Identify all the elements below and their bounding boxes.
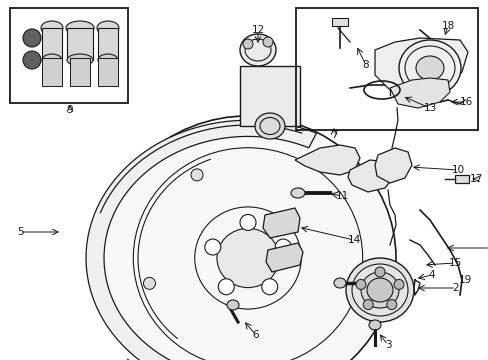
Text: 6: 6: [252, 330, 259, 340]
Ellipse shape: [360, 272, 398, 308]
Circle shape: [143, 277, 155, 289]
Bar: [331, 18, 347, 26]
Text: 9: 9: [66, 105, 73, 115]
Text: 16: 16: [458, 97, 472, 107]
Text: 7: 7: [330, 130, 337, 140]
Ellipse shape: [290, 188, 305, 198]
Ellipse shape: [415, 56, 443, 80]
Text: 4: 4: [428, 270, 434, 280]
Circle shape: [261, 279, 277, 295]
Ellipse shape: [97, 21, 119, 35]
Text: 19: 19: [457, 275, 470, 285]
Bar: [67, 28, 93, 60]
Bar: [240, 66, 299, 126]
Ellipse shape: [98, 54, 118, 66]
Text: 1: 1: [486, 243, 488, 253]
Bar: [10, 8, 128, 103]
Circle shape: [275, 239, 290, 255]
Ellipse shape: [41, 21, 63, 35]
Ellipse shape: [67, 54, 93, 66]
Circle shape: [363, 300, 372, 310]
Text: 11: 11: [335, 191, 348, 201]
Polygon shape: [86, 120, 316, 360]
Circle shape: [23, 29, 41, 47]
Ellipse shape: [254, 113, 285, 139]
Polygon shape: [389, 78, 449, 108]
Bar: [98, 28, 118, 60]
Bar: [42, 28, 62, 60]
Circle shape: [243, 39, 252, 49]
Ellipse shape: [366, 278, 392, 302]
Circle shape: [393, 279, 403, 289]
Bar: [419, 87, 433, 97]
Ellipse shape: [346, 258, 413, 322]
Bar: [454, 175, 468, 183]
Bar: [98, 58, 118, 86]
Text: 12: 12: [251, 25, 264, 35]
Polygon shape: [263, 208, 299, 238]
Ellipse shape: [398, 40, 460, 96]
Bar: [42, 58, 62, 86]
Polygon shape: [347, 160, 394, 192]
Text: 2: 2: [452, 283, 458, 293]
Ellipse shape: [434, 51, 444, 59]
Text: 18: 18: [441, 21, 454, 31]
Text: 10: 10: [450, 165, 464, 175]
Text: 15: 15: [447, 258, 461, 268]
Text: 13: 13: [423, 103, 436, 113]
Circle shape: [218, 279, 234, 295]
Text: 3: 3: [384, 340, 390, 350]
Circle shape: [23, 51, 41, 69]
Circle shape: [263, 37, 272, 47]
Text: 8: 8: [362, 60, 368, 70]
Circle shape: [191, 169, 203, 181]
Circle shape: [374, 267, 384, 277]
Bar: [295, 8, 477, 130]
Ellipse shape: [217, 228, 279, 288]
Ellipse shape: [66, 21, 94, 35]
Text: 5: 5: [17, 227, 23, 237]
Ellipse shape: [333, 278, 346, 288]
Circle shape: [204, 239, 221, 255]
Ellipse shape: [42, 54, 62, 66]
Polygon shape: [265, 243, 303, 272]
Circle shape: [386, 300, 396, 310]
Text: 17: 17: [468, 174, 482, 184]
Ellipse shape: [368, 320, 380, 330]
Text: 14: 14: [346, 235, 360, 245]
Ellipse shape: [226, 300, 239, 310]
Circle shape: [240, 215, 256, 230]
Polygon shape: [374, 38, 467, 95]
Circle shape: [355, 279, 365, 289]
Ellipse shape: [240, 34, 275, 66]
Polygon shape: [294, 145, 359, 175]
Bar: [70, 58, 90, 86]
Ellipse shape: [100, 116, 395, 360]
Polygon shape: [374, 148, 411, 183]
